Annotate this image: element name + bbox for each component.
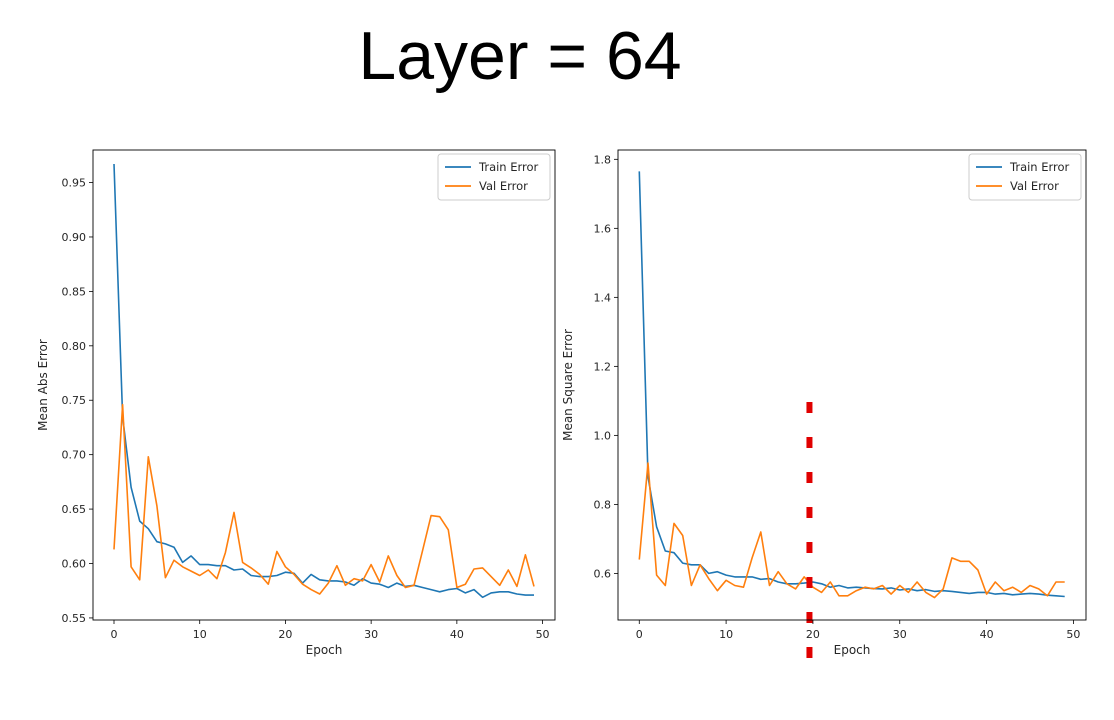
x-tick-label: 50: [1066, 628, 1080, 641]
y-axis-label: Mean Square Error: [561, 329, 575, 441]
x-tick-label: 50: [536, 628, 550, 641]
legend: Train Error Val Error: [437, 153, 551, 201]
x-tick-label: 30: [893, 628, 907, 641]
y-axis-label: Mean Abs Error: [36, 339, 50, 431]
plot-frame: [92, 149, 556, 621]
mae-chart: 0 10 20 30 40 50 0.55 0.60 0.65 0.70 0.75 0.80 0.85 0…: [36, 149, 556, 657]
legend: Train Error Val Error: [968, 153, 1082, 201]
y-tick-label: 1.0: [594, 429, 612, 442]
series-line-val-error: [113, 403, 535, 595]
y-tick-label: 1.4: [594, 291, 612, 304]
x-tick-label: 0: [111, 628, 118, 641]
x-tick-label: 20: [278, 628, 292, 641]
x-tick-label: 10: [719, 628, 733, 641]
x-tick-label: 40: [980, 628, 994, 641]
x-tick-label: 0: [636, 628, 643, 641]
x-axis-label: Epoch: [306, 643, 343, 657]
y-tick-label: 0.65: [62, 503, 87, 516]
series-line-train-error: [113, 163, 534, 599]
legend-label: Val Error: [479, 179, 528, 193]
mse-chart: 0 10 20 30 40 50 0.6 0.8 1.0 1.2 1.4 1.6 1.8 Epoch Mea…: [561, 149, 1087, 670]
slide-title: Layer = 64: [358, 18, 682, 94]
y-tick-label: 0.8: [594, 498, 612, 511]
x-axis-label: Epoch: [834, 643, 871, 657]
y-tick-label: 0.75: [62, 394, 87, 407]
legend-label: Val Error: [1010, 179, 1059, 193]
x-tick-label: 10: [193, 628, 207, 641]
y-tick-label: 1.6: [594, 222, 612, 235]
y-tick-label: 0.55: [62, 612, 87, 625]
y-tick-label: 1.2: [594, 360, 612, 373]
legend-box: [968, 153, 1082, 201]
y-tick-label: 0.60: [62, 558, 87, 571]
y-tick-label: 0.95: [62, 177, 87, 190]
y-tick-label: 0.85: [62, 285, 87, 298]
y-tick-label: 0.6: [594, 567, 612, 580]
y-tick-label: 0.90: [62, 231, 87, 244]
x-tick-label: 30: [364, 628, 378, 641]
series-line-train-error: [638, 171, 1065, 598]
x-tick-label: 40: [450, 628, 464, 641]
series-line-val-error: [638, 462, 1065, 599]
legend-box: [437, 153, 551, 201]
y-tick-label: 0.80: [62, 340, 87, 353]
legend-label: Train Error: [478, 160, 539, 174]
legend-label: Train Error: [1009, 160, 1070, 174]
x-tick-label: 20: [806, 628, 820, 641]
y-tick-label: 0.70: [62, 449, 87, 462]
y-tick-label: 1.8: [594, 153, 612, 166]
plot-frame: [617, 149, 1087, 621]
